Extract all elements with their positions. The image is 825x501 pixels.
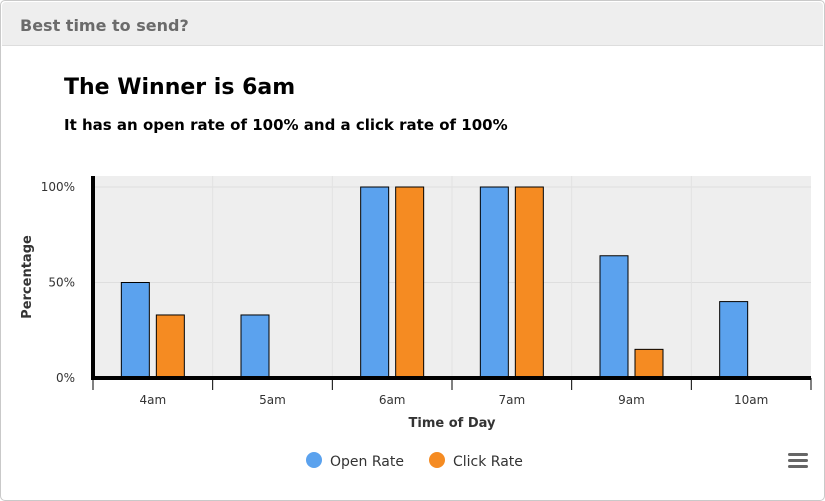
bar-open-rate-7am[interactable] xyxy=(479,186,509,379)
legend-open-rate-marker[interactable] xyxy=(306,452,322,468)
bar-open-rate-5am[interactable] xyxy=(240,314,270,379)
bar-open-rate-4am[interactable] xyxy=(120,282,150,379)
bar-click-rate-9am[interactable] xyxy=(634,348,664,379)
panel-header: Best time to send? xyxy=(2,2,823,46)
hamburger-menu-icon[interactable] xyxy=(788,453,808,469)
x-axis-title: Time of Day xyxy=(409,416,496,431)
winner-detail: It has an open rate of 100% and a click … xyxy=(64,116,508,134)
bar-open-rate-10am[interactable] xyxy=(719,301,749,379)
bar-click-rate-7am[interactable] xyxy=(514,186,544,379)
x-tick-label: 5am xyxy=(259,393,286,407)
y-tick-label: 0% xyxy=(56,371,75,385)
legend-open-rate-label[interactable]: Open Rate xyxy=(330,454,404,470)
y-tick-label: 100% xyxy=(41,180,75,194)
x-tick-label: 4am xyxy=(139,393,166,407)
bar-click-rate-4am[interactable] xyxy=(155,314,185,379)
x-tick-label: 10am xyxy=(734,393,768,407)
x-tick-label: 9am xyxy=(618,393,645,407)
panel-title: Best time to send? xyxy=(20,16,189,35)
winner-headline: The Winner is 6am xyxy=(64,75,296,100)
bar-open-rate-6am[interactable] xyxy=(360,186,390,379)
y-tick-label: 50% xyxy=(48,276,75,290)
x-tick-label: 6am xyxy=(379,393,406,407)
bar-click-rate-6am[interactable] xyxy=(395,186,425,379)
y-axis-title: Percentage xyxy=(20,235,35,319)
x-tick-label: 7am xyxy=(498,393,525,407)
legend-click-rate-label[interactable]: Click Rate xyxy=(453,454,523,470)
legend-click-rate-marker[interactable] xyxy=(429,452,445,468)
bar-open-rate-9am[interactable] xyxy=(599,255,629,379)
